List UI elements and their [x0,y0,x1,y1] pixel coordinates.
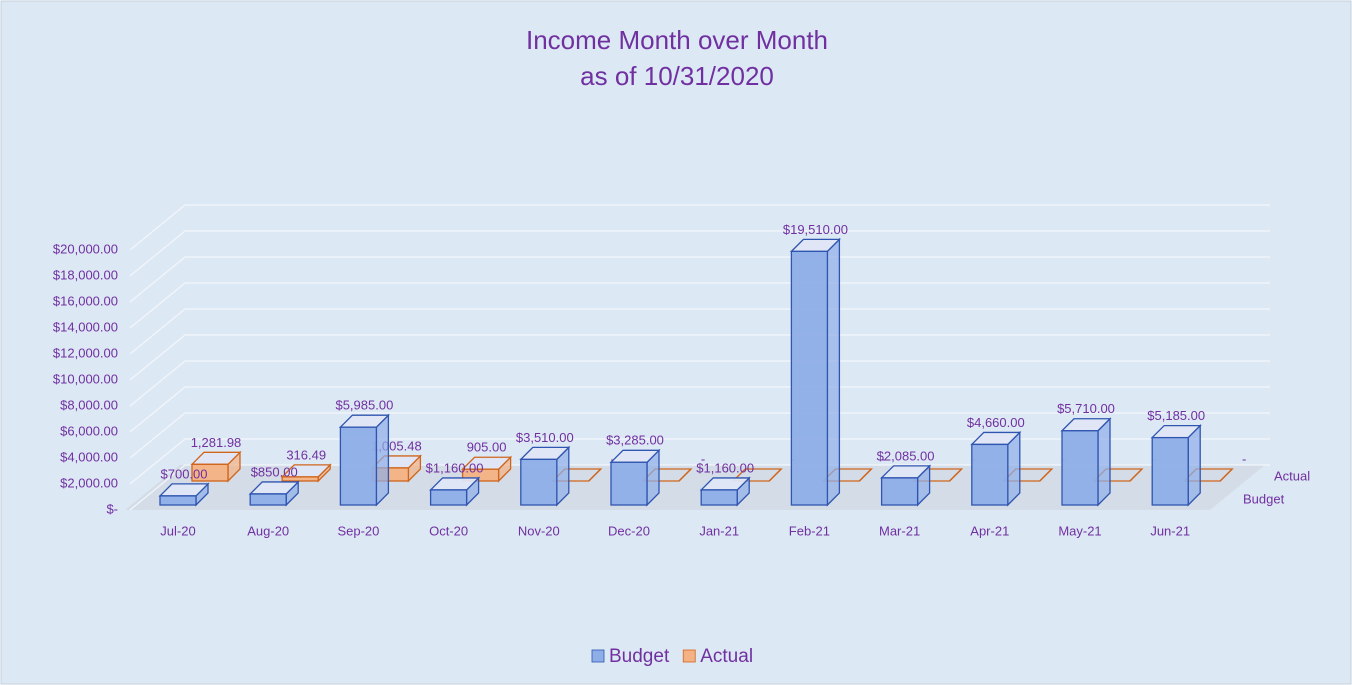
bar [610,461,648,506]
bar [461,468,500,482]
data-label: $700.00 [161,466,208,481]
data-label: - [881,451,885,466]
data-label: $4,660.00 [967,415,1025,430]
bar [159,495,197,506]
x-tick-label: Apr-21 [970,523,1009,538]
bar-side [1097,417,1111,507]
chart-subtitle: as of 10/31/2020 [580,61,774,91]
bar [429,489,468,506]
legend-swatch [682,649,696,663]
grid-line [129,282,1270,329]
data-label: $5,710.00 [1057,401,1115,416]
chart-title: Income Month over Month [526,25,828,55]
bar-side [826,237,841,507]
data-label: $3,285.00 [606,433,664,448]
data-label: - [701,451,705,466]
x-tick-label: Nov-20 [518,523,560,538]
y-tick-label: $2,000.00 [60,475,118,490]
x-tick-label: May-21 [1058,523,1101,538]
data-label: $5,185.00 [1147,408,1205,423]
y-tick-label: $12,000.00 [53,345,118,360]
grid-line [129,204,1270,251]
y-tick-label: $- [106,501,118,516]
depth-label: Budget [1243,491,1285,506]
data-label: $3,510.00 [516,430,574,445]
grid-line [129,334,1270,381]
bar [1151,436,1189,506]
depth-label: Actual [1274,468,1310,483]
bar [191,463,229,482]
data-label: $5,985.00 [335,398,393,413]
data-label: $850.00 [251,464,298,479]
bar-top [731,468,783,482]
grid-line [129,438,1270,485]
x-tick-label: Sep-20 [337,523,379,538]
data-label: 905.00 [467,440,507,455]
grid-line [129,412,1270,459]
bar [339,426,378,506]
x-tick-label: Dec-20 [608,523,650,538]
grid-line [129,360,1270,407]
x-tick-label: Feb-21 [789,523,830,538]
x-tick-label: Jul-20 [160,523,195,538]
data-label: $19,510.00 [783,222,848,237]
grid-line [129,386,1270,433]
grid-line [129,464,1270,511]
x-tick-label: Oct-20 [429,523,468,538]
grid-line [129,256,1270,303]
y-tick-label: $10,000.00 [53,371,118,386]
legend-label: Budget [609,646,670,667]
bar-side [1187,424,1201,507]
data-label: - [611,451,615,466]
y-tick-label: $8,000.00 [60,397,118,412]
x-tick-label: Mar-21 [879,523,920,538]
legend-swatch [591,649,605,663]
grid-line [129,308,1270,355]
y-tick-label: $18,000.00 [53,267,118,282]
x-tick-label: Jan-21 [699,523,739,538]
data-label: - [1242,451,1246,466]
bar [700,489,738,506]
y-tick-label: $6,000.00 [60,423,118,438]
y-tick-label: $16,000.00 [53,293,118,308]
x-tick-label: Aug-20 [247,523,289,538]
y-tick-label: $4,000.00 [60,449,118,464]
bar [520,458,558,506]
data-label: $2,085.00 [877,448,935,463]
y-tick-label: $20,000.00 [53,241,118,256]
data-label: $1,160.00 [696,460,754,475]
bar-side [375,413,390,507]
data-label: 1,281.98 [191,435,242,450]
bar [1061,430,1099,506]
bar [249,493,287,506]
bar [281,476,319,482]
bar [790,250,829,506]
x-tick-label: Jun-21 [1150,523,1190,538]
y-tick-label: $14,000.00 [53,319,118,334]
data-label: $1,160.00 [426,460,484,475]
grid-line [129,230,1270,277]
data-label: 316.49 [286,447,326,462]
bar [971,443,1009,506]
legend-label: Actual [700,646,753,667]
bar [880,477,919,506]
